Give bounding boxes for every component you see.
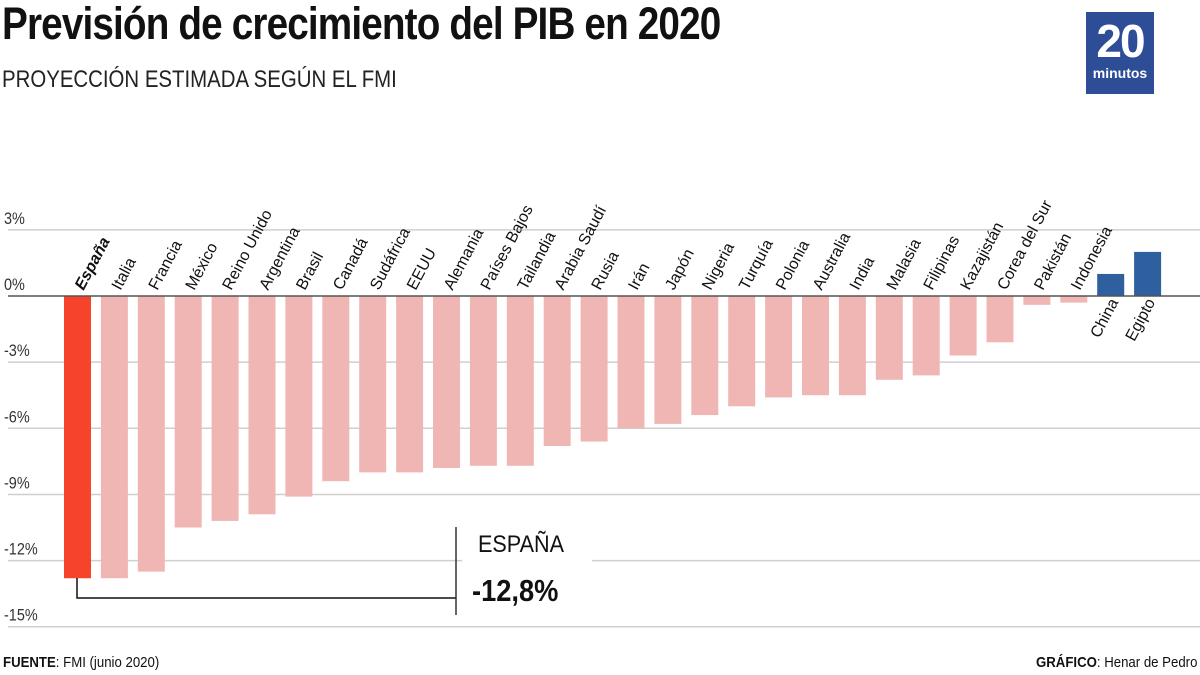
x-label-china: China [1088, 296, 1123, 341]
x-label-canadá: Canadá [330, 235, 371, 293]
chart-title: Previsión de crecimiento del PIB en 2020 [2, 0, 721, 49]
bar-tailandia [506, 296, 534, 466]
credit-label: GRÁFICO [1035, 654, 1097, 671]
x-label-malasia: Malasia [884, 236, 925, 293]
bar-nigeria [691, 296, 719, 416]
x-label-egipto: Egipto [1123, 296, 1159, 344]
bars [64, 251, 1162, 579]
bar-corea-del-sur [986, 296, 1014, 343]
bar-indonesia [1060, 296, 1088, 303]
y-tick-label: -3% [4, 342, 30, 360]
x-label-polonia: Polonia [773, 238, 813, 293]
bar-méxico [174, 296, 202, 528]
bar-kazajistán [949, 296, 977, 356]
x-label-japón: Japón [662, 246, 697, 292]
source-note: FUENTE: FMI (junio 2020) [3, 654, 159, 671]
logo-number: 20 [1096, 15, 1145, 67]
bar-españa [64, 296, 91, 579]
bar-filipinas [912, 296, 940, 376]
bar-pakistán [1023, 296, 1051, 305]
bar-turquía [728, 296, 756, 407]
callout-background [462, 525, 592, 615]
callout-value: -12,8% [472, 574, 558, 608]
y-tick-label: -9% [4, 474, 30, 492]
bar-china [1097, 273, 1125, 296]
y-tick-label: 3% [4, 210, 25, 228]
y-tick-label: -12% [4, 541, 38, 559]
source-label: FUENTE [3, 654, 56, 671]
bar-japón [654, 296, 682, 424]
bar-malasia [875, 296, 903, 380]
bar-canadá [322, 296, 350, 482]
x-label-nigeria: Nigeria [699, 240, 738, 293]
callout-label: ESPAÑA [478, 530, 565, 557]
x-label-méxico: México [183, 240, 222, 293]
espana-callout: ESPAÑA -12,8% [76, 525, 592, 615]
x-label-italia: Italia [109, 255, 140, 293]
y-tick-label: 0% [4, 276, 25, 294]
bar-rusia [580, 296, 608, 442]
bar-india [838, 296, 866, 396]
x-label-brasil: Brasil [293, 250, 327, 293]
bar-egipto [1134, 251, 1162, 296]
bar-polonia [765, 296, 793, 398]
y-axis-ticks: 3% 0% -3% -6% -9% -12% -15% [4, 210, 38, 625]
bar-irán [617, 296, 645, 429]
logo-word: minutos [1092, 65, 1148, 81]
x-label-turquía: Turquía [736, 237, 777, 293]
bar-brasil [285, 296, 313, 497]
callout-bracket [76, 578, 456, 599]
bar-australia [802, 296, 829, 396]
credit-note: GRÁFICO: Henar de Pedro [1036, 654, 1197, 671]
x-label-irán: Irán [626, 261, 654, 293]
bar-italia [100, 296, 128, 579]
x-label-rusia: Rusia [589, 249, 623, 293]
credit-value: : Henar de Pedro [1096, 654, 1197, 671]
bar-alemania [433, 296, 460, 468]
bar-francia [137, 296, 165, 572]
x-label-españa: España [72, 235, 114, 293]
chart-subtitle: PROYECCIÓN ESTIMADA SEGÚN EL FMI [2, 66, 397, 93]
bar-reino-unido [211, 296, 239, 521]
y-tick-label: -15% [4, 607, 38, 625]
bar-arabia-saudí [543, 296, 571, 446]
bar-sudáfrica [359, 296, 387, 473]
x-label-filipinas: Filipinas [921, 233, 964, 293]
x-label-francia: Francia [146, 238, 186, 293]
bar-países-bajos [469, 296, 497, 466]
y-tick-label: -6% [4, 408, 30, 426]
bar-argentina [248, 296, 276, 515]
x-label-eeuu: EEUU [404, 246, 440, 293]
20minutos-logo: 20 minutos [1086, 12, 1154, 94]
source-value: : FMI (junio 2020) [55, 654, 160, 671]
bar-eeuu [396, 296, 424, 473]
x-label-india: India [847, 254, 878, 293]
